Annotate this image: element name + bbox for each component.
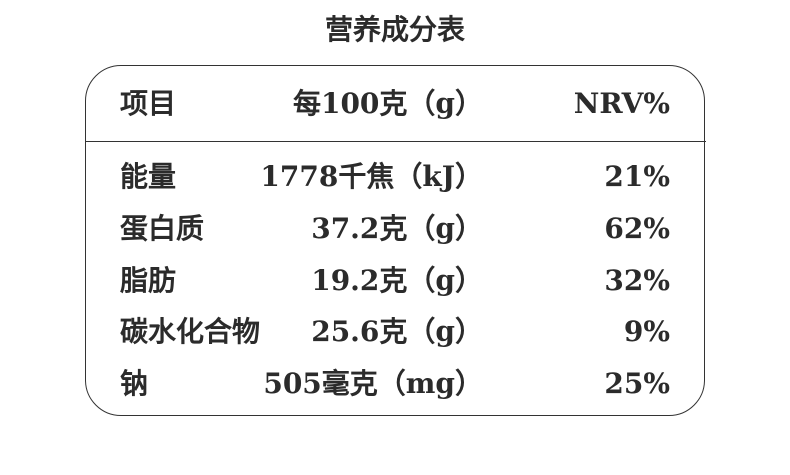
table-frame xyxy=(85,65,705,416)
table-cell: 1778千焦（kJ） xyxy=(260,160,483,193)
table-cell: 脂肪 xyxy=(120,264,177,297)
header-divider xyxy=(85,141,706,142)
table-cell: 62% xyxy=(604,212,670,245)
header-cell: 每100克（g） xyxy=(292,87,483,120)
table-cell: 25.6克（g） xyxy=(311,315,483,348)
title: 营养成分表 xyxy=(324,13,465,46)
table-cell: 钠 xyxy=(120,367,149,400)
header-cell: NRV% xyxy=(573,87,670,120)
table-cell: 能量 xyxy=(120,160,177,193)
table-cell: 21% xyxy=(604,160,670,193)
table-cell: 蛋白质 xyxy=(120,212,205,245)
table-cell: 9% xyxy=(623,315,670,348)
table-cell: 32% xyxy=(604,264,670,297)
table-cell: 25% xyxy=(604,367,670,400)
table-cell: 碳水化合物 xyxy=(120,315,261,348)
header-cell: 项目 xyxy=(120,87,177,120)
table-cell: 19.2克（g） xyxy=(311,264,483,297)
table-cell: 37.2克（g） xyxy=(311,212,483,245)
table-cell: 505毫克（mg） xyxy=(263,367,483,400)
